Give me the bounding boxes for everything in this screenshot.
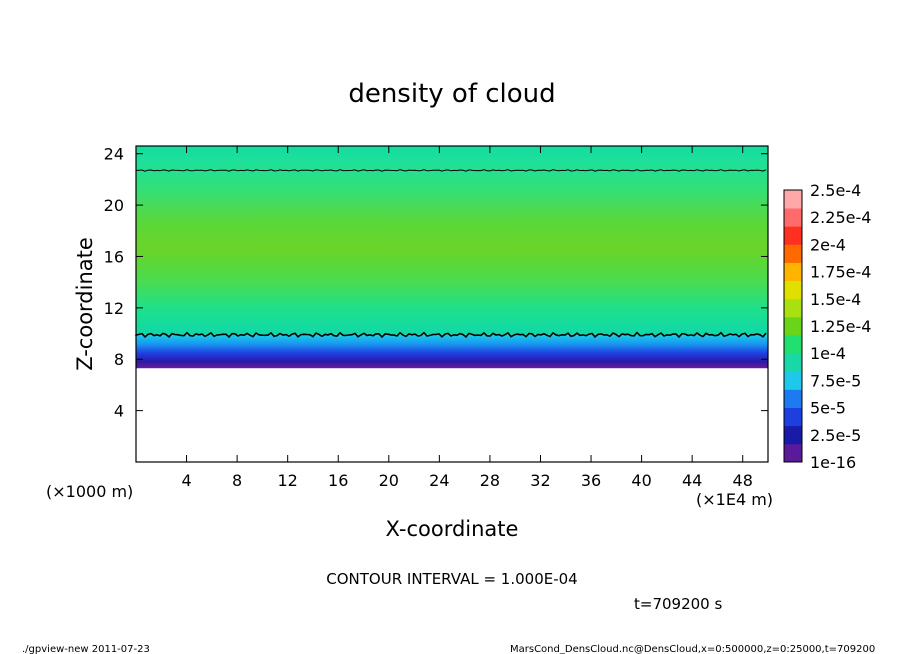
colorbar-label: 2.5e-5 (810, 426, 861, 445)
colorbar-swatch (784, 425, 802, 445)
colorbar-label: 2.25e-4 (810, 208, 871, 227)
x-tick-label: 12 (278, 471, 298, 490)
x-unit-right: (×1E4 m) (696, 490, 773, 509)
colorbar-label: 2e-4 (810, 235, 846, 254)
colorbar-label: 2.5e-4 (810, 181, 861, 200)
colorbar-frame (783, 189, 803, 463)
x-tick-label: 36 (581, 471, 601, 490)
colorbar-label: 1e-16 (810, 453, 856, 472)
y-tick-label: 4 (114, 402, 124, 421)
cloud-base-layer (136, 334, 768, 369)
colorbar-label: 1.75e-4 (810, 263, 871, 282)
colorbar-swatch (784, 335, 802, 354)
contour-line (135, 331, 767, 339)
cloud-density-field (136, 146, 768, 335)
contour-line (135, 169, 767, 172)
y-tick-label: 8 (114, 350, 124, 369)
colorbar: 1e-16 2.5e-5 5e-5 7.5e-5 1e-4 1.25e-4 1.5e-4 1.… (783, 181, 871, 472)
contour-interval: CONTOUR INTERVAL = 1.000E-04 (326, 570, 577, 588)
x-tick-label: 40 (631, 471, 651, 490)
colorbar-swatch (784, 280, 802, 300)
colorbar-swatch (784, 389, 802, 408)
y-axis-ticks: 4 8 12 16 20 24 (104, 145, 768, 421)
x-tick-label: 4 (181, 471, 191, 490)
y-tick-label: 12 (104, 299, 124, 318)
y-tick-label: 16 (104, 247, 124, 266)
x-axis-label: X-coordinate (386, 517, 519, 541)
x-unit-left: (×1000 m) (46, 482, 133, 501)
colorbar-swatch (784, 244, 802, 263)
colorbar-label: 1e-4 (810, 344, 846, 363)
x-axis-ticks: 4 8 12 16 20 24 28 32 36 40 44 48 (181, 146, 753, 490)
footer-source: MarsCond_DensCloud.nc@DensCloud,x=0:5000… (510, 644, 875, 654)
chart-title: density of cloud (348, 79, 555, 109)
contour-lines (135, 169, 767, 339)
x-tick-label: 32 (530, 471, 550, 490)
colorbar-label: 1.5e-4 (810, 290, 861, 309)
colorbar-swatch (784, 298, 802, 318)
colorbar-swatch (784, 371, 802, 390)
colorbar-swatch (784, 208, 802, 227)
x-tick-label: 28 (480, 471, 500, 490)
y-tick-label: 24 (104, 145, 124, 164)
colorbar-label: 5e-5 (810, 399, 846, 418)
time-label: t=709200 s (634, 595, 722, 613)
colorbar-swatch (784, 443, 802, 463)
colorbar-label: 1.25e-4 (810, 317, 871, 336)
x-tick-label: 44 (682, 471, 702, 490)
plot-frame (135, 145, 769, 463)
x-tick-label: 8 (232, 471, 242, 490)
colorbar-swatch (784, 353, 802, 372)
colorbar-label: 7.5e-5 (810, 371, 861, 390)
x-tick-label: 24 (429, 471, 449, 490)
x-tick-label: 48 (733, 471, 753, 490)
plot-area (135, 145, 769, 463)
colorbar-swatch (784, 190, 802, 209)
colorbar-swatch (784, 226, 802, 245)
footer-program: ./gpview-new 2011-07-23 (22, 644, 150, 654)
x-tick-label: 20 (379, 471, 399, 490)
colorbar-swatch (784, 407, 802, 427)
y-tick-label: 20 (104, 196, 124, 215)
y-axis-label: Z-coordinate (73, 237, 97, 371)
colorbar-swatch (784, 316, 802, 336)
colorbar-swatch (784, 262, 802, 282)
x-tick-label: 16 (328, 471, 348, 490)
